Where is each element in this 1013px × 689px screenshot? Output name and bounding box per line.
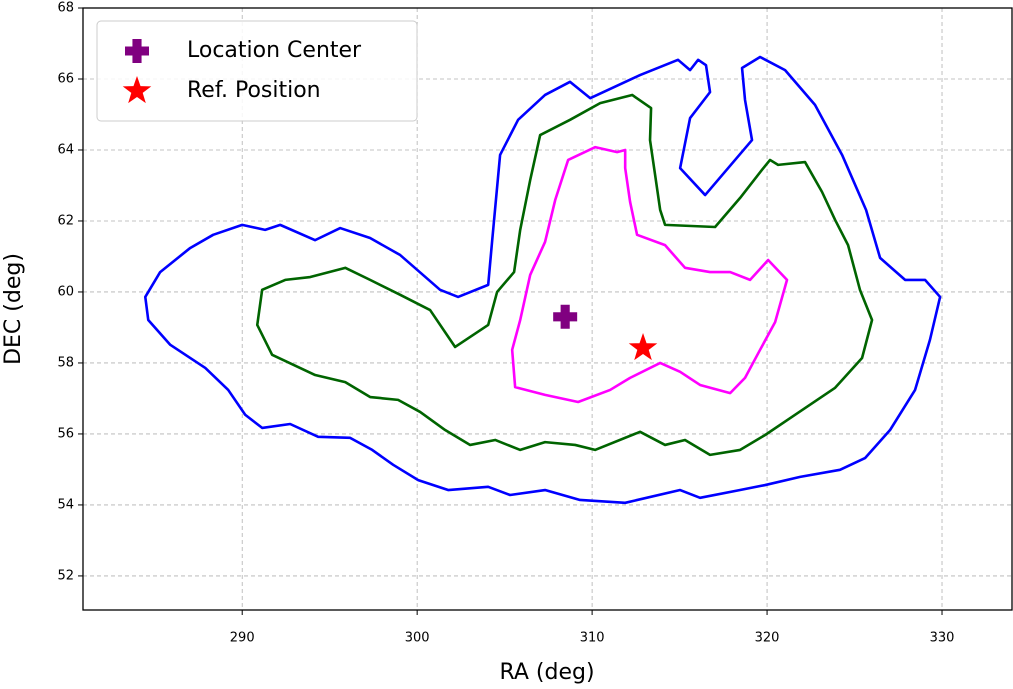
legend-marker [122,76,152,104]
marker [553,304,578,329]
legend: Location Center Ref. Position [96,20,418,122]
plot-frame [82,7,1013,611]
y-tick-label: 64 [57,142,74,157]
y-tick-label: 66 [57,71,74,86]
y-tick-label: 56 [57,426,74,441]
marker [628,333,658,361]
x-tick-label: 300 [405,631,430,646]
legend-marker [125,39,149,63]
x-tick-label: 330 [930,631,955,646]
y-tick-label: 58 [57,355,74,370]
x-axis-label: RA (deg) [499,660,594,685]
y-tick-label: 54 [57,497,74,512]
y-tick-label: 68 [57,1,74,16]
legend-label: Ref. Position [187,78,321,103]
y-tick-label: 60 [57,284,74,299]
legend-label: Location Center [187,38,362,63]
y-tick-label: 52 [57,568,74,583]
contour-line [255,93,874,457]
x-tick-label: 320 [755,631,780,646]
contour-line [143,55,942,505]
x-tick-label: 310 [580,631,605,646]
contour-line [510,145,789,404]
y-tick-label: 62 [57,213,74,228]
y-axis-label: DEC (deg) [1,253,26,365]
x-tick-label: 290 [230,631,255,646]
legend-box [96,20,418,122]
